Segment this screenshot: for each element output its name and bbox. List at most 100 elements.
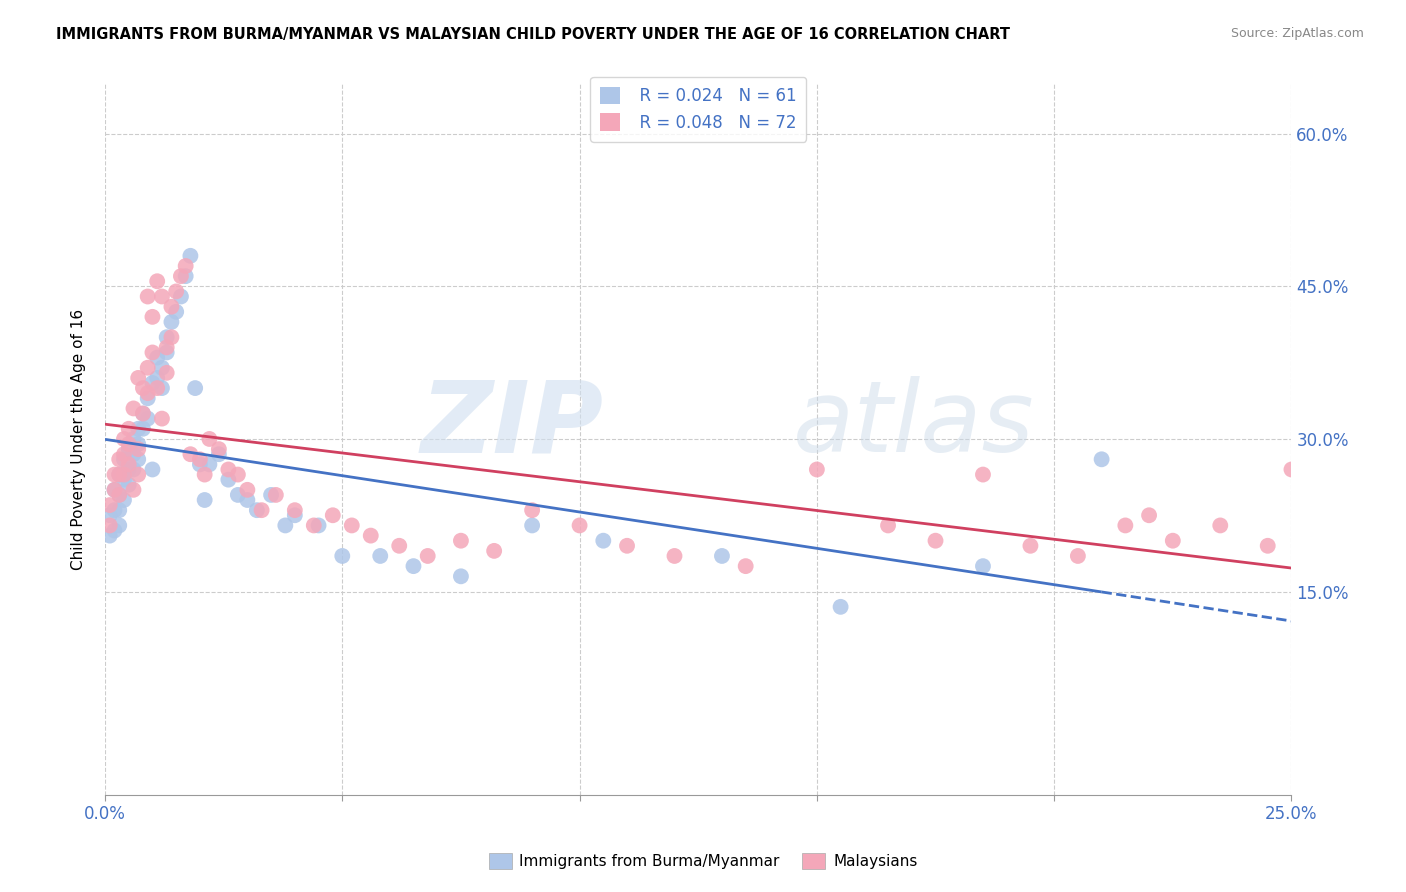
Point [284,503,307,517]
Point [520,503,543,517]
Text: ZIP: ZIP [420,376,603,474]
Point [98,508,121,523]
Point [1161,533,1184,548]
Point [160,315,183,329]
Point [179,447,201,461]
Point [208,447,231,461]
Point [146,381,169,395]
Point [160,330,183,344]
Point [156,345,179,359]
Point [226,488,249,502]
Point [146,371,169,385]
Point [1114,518,1136,533]
Point [108,503,131,517]
Point [108,518,131,533]
Point [112,447,135,461]
Point [616,539,638,553]
Point [568,518,591,533]
Point [217,462,239,476]
Point [146,274,169,288]
Point [132,422,155,436]
Point [330,549,353,563]
Point [103,483,125,497]
Point [118,477,141,491]
Point [198,458,221,472]
Y-axis label: Child Poverty Under the Age of 16: Child Poverty Under the Age of 16 [72,309,86,569]
Point [1209,518,1232,533]
Point [368,549,391,563]
Point [122,447,145,461]
Point [165,285,187,299]
Point [118,437,141,451]
Point [308,518,330,533]
Point [250,503,273,517]
Point [127,452,149,467]
Point [118,422,141,436]
Point [122,432,145,446]
Point [112,493,135,508]
Point [136,289,159,303]
Point [156,330,179,344]
Point [103,483,125,497]
Point [284,508,307,523]
Point [388,539,411,553]
Point [877,518,900,533]
Text: atlas: atlas [793,376,1035,474]
Point [340,518,363,533]
Point [402,559,425,574]
Point [274,518,297,533]
Point [112,452,135,467]
Point [136,391,159,405]
Point [127,442,149,457]
Point [98,518,121,533]
Point [520,518,543,533]
Point [112,473,135,487]
Point [1257,539,1279,553]
Legend:   R = 0.024   N = 61,   R = 0.048   N = 72: R = 0.024 N = 61, R = 0.048 N = 72 [591,77,806,142]
Point [236,493,259,508]
Point [194,493,217,508]
Text: IMMIGRANTS FROM BURMA/MYANMAR VS MALAYSIAN CHILD POVERTY UNDER THE AGE OF 16 COR: IMMIGRANTS FROM BURMA/MYANMAR VS MALAYSI… [56,27,1011,42]
Point [108,452,131,467]
Point [1019,539,1042,553]
Point [416,549,439,563]
Point [1281,462,1303,476]
Point [132,407,155,421]
Point [165,305,187,319]
Point [150,381,173,395]
Point [98,498,121,512]
Point [98,528,121,542]
Point [188,458,211,472]
Point [174,269,197,284]
Text: Source: ZipAtlas.com: Source: ZipAtlas.com [1230,27,1364,40]
Point [141,345,163,359]
Point [127,437,149,451]
Point [179,249,201,263]
Point [103,524,125,538]
Point [127,467,149,482]
Point [170,289,193,303]
Point [236,483,259,497]
Point [322,508,344,523]
Point [208,442,231,457]
Point [302,518,325,533]
Point [450,533,472,548]
Point [160,300,183,314]
Point [136,386,159,401]
Point [806,462,828,476]
Point [482,544,505,558]
Point [664,549,686,563]
Point [264,488,287,502]
Point [122,462,145,476]
Point [132,407,155,421]
Point [194,467,217,482]
Point [141,462,163,476]
Point [108,488,131,502]
Point [132,381,155,395]
Point [103,503,125,517]
Point [924,533,946,548]
Point [830,599,852,614]
Point [118,462,141,476]
Legend: Immigrants from Burma/Myanmar, Malaysians: Immigrants from Burma/Myanmar, Malaysian… [482,847,924,875]
Point [122,483,145,497]
